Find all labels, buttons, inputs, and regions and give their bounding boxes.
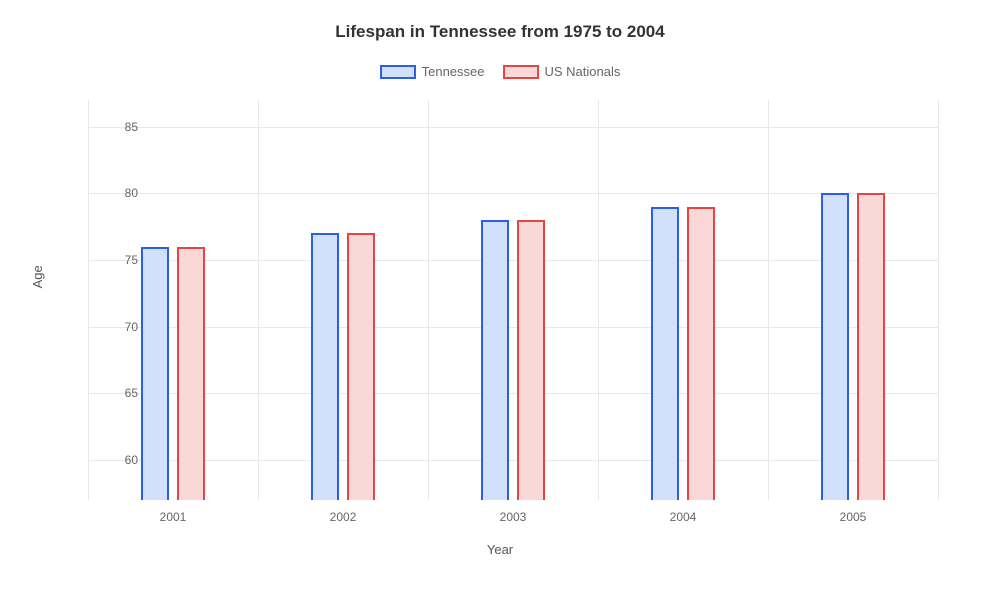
gridline-horizontal	[88, 393, 938, 394]
chart-title: Lifespan in Tennessee from 1975 to 2004	[0, 0, 1000, 42]
legend-item-tennessee: Tennessee	[380, 64, 485, 79]
x-tick-label: 2004	[670, 510, 697, 524]
x-tick-label: 2002	[330, 510, 357, 524]
y-tick-label: 80	[88, 186, 138, 200]
bar	[311, 233, 339, 500]
legend-label-tennessee: Tennessee	[422, 64, 485, 79]
gridline-vertical	[768, 100, 769, 500]
gridline-vertical	[88, 100, 89, 500]
y-axis-label: Age	[30, 265, 45, 288]
gridline-horizontal	[88, 460, 938, 461]
gridline-vertical	[938, 100, 939, 500]
x-tick-label: 2001	[160, 510, 187, 524]
legend-item-us-nationals: US Nationals	[503, 64, 621, 79]
legend-swatch-us-nationals	[503, 65, 539, 79]
bar	[651, 207, 679, 500]
bar	[821, 193, 849, 500]
bar	[177, 247, 205, 500]
gridline-horizontal	[88, 260, 938, 261]
y-tick-label: 60	[88, 453, 138, 467]
gridline-horizontal	[88, 193, 938, 194]
bar	[687, 207, 715, 500]
gridline-vertical	[428, 100, 429, 500]
y-tick-label: 85	[88, 120, 138, 134]
legend-swatch-tennessee	[380, 65, 416, 79]
bar	[857, 193, 885, 500]
chart-container: Lifespan in Tennessee from 1975 to 2004 …	[0, 0, 1000, 600]
y-tick-label: 65	[88, 386, 138, 400]
gridline-horizontal	[88, 127, 938, 128]
y-tick-label: 70	[88, 320, 138, 334]
x-axis-label: Year	[487, 542, 513, 557]
bar	[141, 247, 169, 500]
gridline-vertical	[598, 100, 599, 500]
gridline-horizontal	[88, 327, 938, 328]
chart-legend: Tennessee US Nationals	[0, 64, 1000, 79]
x-tick-label: 2003	[500, 510, 527, 524]
bar	[481, 220, 509, 500]
bar	[347, 233, 375, 500]
gridline-vertical	[258, 100, 259, 500]
plot-area	[88, 100, 938, 500]
legend-label-us-nationals: US Nationals	[545, 64, 621, 79]
y-tick-label: 75	[88, 253, 138, 267]
x-tick-label: 2005	[840, 510, 867, 524]
bar	[517, 220, 545, 500]
